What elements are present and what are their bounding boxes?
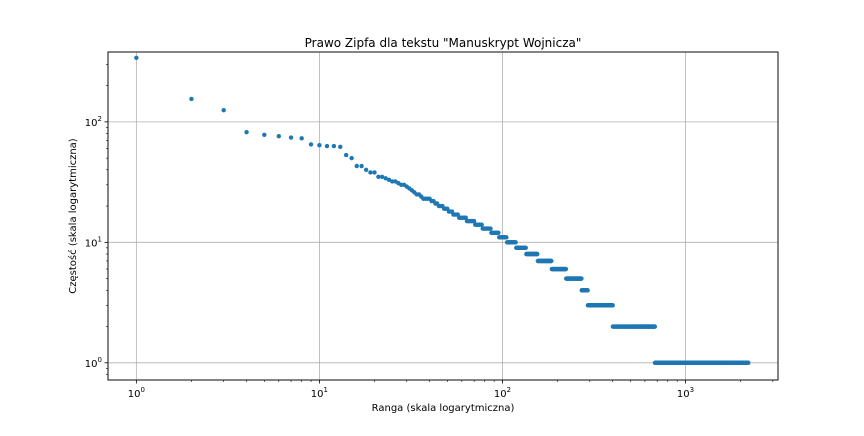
data-point xyxy=(513,240,518,245)
plot-border xyxy=(107,51,779,381)
data-point xyxy=(189,96,194,102)
x-tick-label: 102 xyxy=(494,386,511,400)
data-point xyxy=(134,55,139,61)
data-point xyxy=(338,144,343,150)
x-axis-ticks: 100 101 102 103 xyxy=(128,380,774,400)
y-tick-label: 101 xyxy=(85,235,102,249)
data-point xyxy=(471,218,477,224)
data-point xyxy=(288,135,294,140)
data-point xyxy=(244,130,249,135)
data-point xyxy=(523,245,528,251)
data-point xyxy=(359,163,364,169)
grid-lines xyxy=(108,52,778,380)
data-point xyxy=(368,170,373,175)
data-point xyxy=(563,266,569,272)
y-axis-ticks: 100 101 102 xyxy=(85,64,108,375)
data-point xyxy=(324,143,330,149)
data-point xyxy=(262,132,267,138)
data-point xyxy=(221,107,226,113)
data-point xyxy=(745,360,751,366)
x-tick-label: 100 xyxy=(128,386,145,400)
data-point xyxy=(479,222,484,227)
data-point xyxy=(317,143,322,148)
x-axis-label: Ranga (skala logarytmiczna) xyxy=(372,403,515,414)
data-point xyxy=(308,142,314,147)
data-point xyxy=(376,174,381,179)
y-tick-label: 100 xyxy=(85,356,102,370)
plot-area xyxy=(107,51,779,381)
y-axis-label: Częstość (skala logarytmiczna) xyxy=(67,138,79,294)
data-point xyxy=(579,276,584,281)
data-point xyxy=(463,215,468,220)
data-point xyxy=(331,143,337,149)
x-tick-label: 101 xyxy=(311,386,328,400)
data-point xyxy=(496,230,501,235)
y-tick-label: 102 xyxy=(85,115,102,129)
chart-title: Prawo Zipfa dla tekstu "Manuskrypt Wojni… xyxy=(305,36,582,50)
data-point xyxy=(276,134,282,139)
data-points xyxy=(134,55,751,366)
data-point xyxy=(585,288,590,293)
data-point xyxy=(386,177,392,183)
data-point xyxy=(349,155,354,161)
data-point xyxy=(363,167,369,172)
x-tick-label: 103 xyxy=(677,386,694,400)
data-point xyxy=(610,303,615,308)
data-point xyxy=(390,179,395,184)
data-point xyxy=(504,235,509,240)
data-point xyxy=(535,251,540,257)
data-point xyxy=(299,136,304,141)
data-point xyxy=(372,170,377,175)
data-point xyxy=(652,324,658,329)
data-point xyxy=(379,174,385,179)
data-point xyxy=(343,152,349,158)
data-point xyxy=(354,163,359,169)
data-point xyxy=(549,258,554,264)
data-point xyxy=(488,226,493,231)
data-point xyxy=(383,176,388,181)
